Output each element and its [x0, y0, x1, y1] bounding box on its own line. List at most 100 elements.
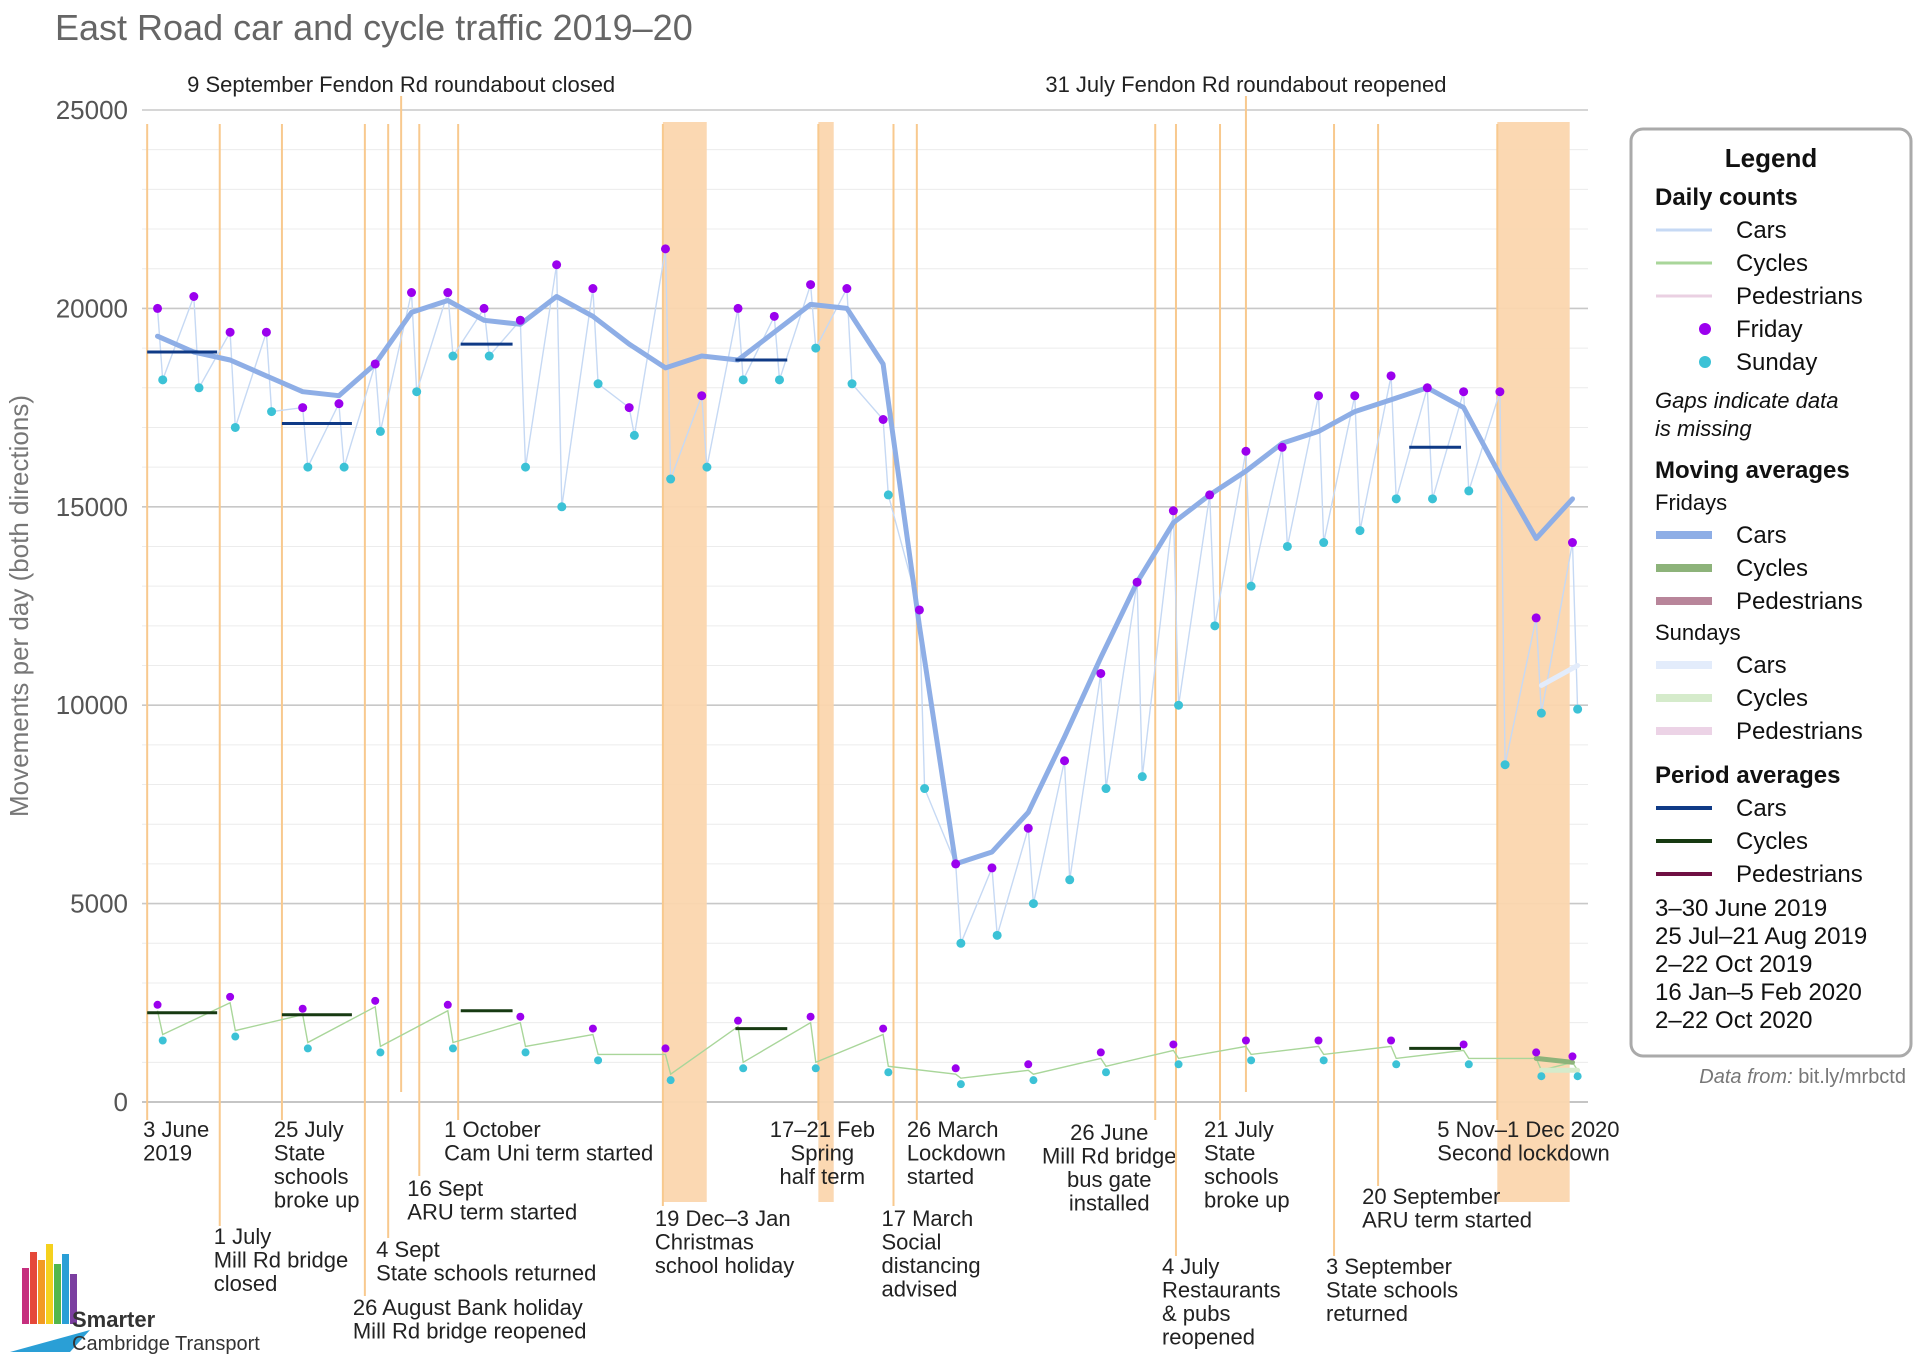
sunday-point — [1391, 494, 1401, 504]
friday-point — [443, 288, 453, 298]
friday-point — [479, 303, 489, 313]
legend-swatch-sunday — [1699, 356, 1711, 368]
legend-heading: Period averages — [1655, 762, 1840, 789]
logo-bar — [62, 1254, 69, 1324]
legend-period-range: 2–22 Oct 2019 — [1655, 951, 1812, 978]
top-annotation-label: 31 July Fendon Rd roundabout reopened — [1045, 72, 1446, 97]
friday-cycles-point — [1169, 1040, 1178, 1049]
friday-point — [153, 303, 163, 313]
friday-cycles-point — [734, 1016, 743, 1025]
y-axis: 0 5000 10000 15000 20000 25000 — [56, 95, 128, 1117]
sunday-point — [666, 474, 676, 484]
friday-point — [697, 391, 707, 401]
legend-label: Pedestrians — [1736, 718, 1863, 745]
sunday-cycles-point — [231, 1032, 240, 1041]
friday-point — [334, 399, 344, 409]
friday-cycles-point — [1096, 1048, 1105, 1057]
sunday-point — [593, 379, 603, 389]
y-tick-label: 20000 — [56, 293, 128, 323]
friday-cycles-point — [516, 1012, 525, 1021]
sunday-cycles-point — [811, 1064, 820, 1073]
logo-bar — [46, 1244, 53, 1324]
friday-cycles-point — [1532, 1048, 1541, 1057]
top-annotation-label: 9 September Fendon Rd roundabout closed — [187, 72, 615, 97]
friday-point — [1567, 538, 1577, 548]
sunday-point — [339, 462, 349, 472]
friday-point — [914, 605, 924, 615]
event-label: broke up — [274, 1188, 360, 1213]
friday-point — [261, 327, 271, 337]
friday-point — [298, 403, 308, 413]
legend-label: Pedestrians — [1736, 588, 1863, 615]
event-label: State schools returned — [376, 1261, 596, 1286]
event-label: State — [274, 1141, 325, 1166]
event-label: 3 September — [1326, 1254, 1452, 1279]
sunday-point — [847, 379, 857, 389]
friday-point — [225, 327, 235, 337]
sunday-point — [1282, 541, 1292, 551]
sunday-cars-average — [1538, 663, 1581, 688]
friday-point — [1205, 490, 1215, 500]
friday-point — [1495, 387, 1505, 397]
grid — [142, 109, 1588, 1103]
source-link[interactable]: bit.ly/mrbctd — [1798, 1066, 1906, 1088]
friday-point — [1459, 387, 1469, 397]
sunday-point — [194, 383, 204, 393]
event-label: 16 Sept — [407, 1176, 483, 1201]
sunday-cycles-point — [158, 1036, 167, 1045]
event-label: reopened — [1162, 1325, 1255, 1350]
event-label: State — [1204, 1141, 1255, 1166]
logo-bar — [22, 1268, 29, 1324]
friday-cycles-point — [1568, 1052, 1577, 1061]
friday-point — [842, 284, 852, 294]
legend-period-range: 2–22 Oct 2020 — [1655, 1007, 1812, 1034]
event-label: Christmas — [655, 1230, 754, 1255]
sunday-cycles-point — [303, 1044, 312, 1053]
legend-period-range: 3–30 June 2019 — [1655, 895, 1827, 922]
friday-cycles-point — [443, 1000, 452, 1009]
sunday-point — [230, 422, 240, 432]
sunday-point — [956, 938, 966, 948]
sunday-point — [303, 462, 313, 472]
sunday-point — [448, 351, 458, 361]
legend-swatch-friday — [1699, 323, 1711, 335]
friday-cycles-average — [1533, 1055, 1575, 1065]
friday-point — [1096, 668, 1106, 678]
legend-note: Gaps indicate data — [1655, 388, 1838, 413]
friday-cycles-point — [661, 1044, 670, 1053]
y-tick-label: 15000 — [56, 492, 128, 522]
event-label: 21 July — [1204, 1117, 1274, 1142]
sunday-cycles-point — [1573, 1072, 1582, 1081]
sunday-point — [883, 490, 893, 500]
legend-label: Cycles — [1736, 828, 1808, 855]
chart-title: East Road car and cycle traffic 2019–20 — [55, 7, 693, 48]
event-label: schools — [1204, 1164, 1279, 1189]
friday-cycles-point — [298, 1004, 307, 1013]
event-label: 26 March — [907, 1117, 999, 1142]
source-label: Data from: — [1699, 1066, 1798, 1088]
sunday-point — [1210, 621, 1220, 631]
legend-heading: Daily counts — [1655, 184, 1798, 211]
friday-point — [1531, 613, 1541, 623]
legend-label: Cycles — [1736, 685, 1808, 712]
sunday-point — [1428, 494, 1438, 504]
sunday-point — [521, 462, 531, 472]
sunday-point — [267, 407, 277, 417]
friday-cycles-point — [806, 1012, 815, 1021]
event-label: ARU term started — [1362, 1208, 1532, 1233]
shaded-period — [1497, 122, 1570, 1202]
legend-heading: Moving averages — [1655, 457, 1850, 484]
legend-label: Friday — [1736, 316, 1803, 343]
event-label: 1 July — [214, 1224, 271, 1249]
plot-marks — [147, 244, 1583, 1089]
event-label: Restaurants — [1162, 1278, 1281, 1303]
event-label: 1 October — [444, 1117, 541, 1142]
legend-sublabel: Fridays — [1655, 490, 1727, 515]
logo-bar — [54, 1264, 61, 1324]
sunday-cycles-point — [739, 1064, 748, 1073]
event-label: ARU term started — [407, 1200, 577, 1225]
friday-point — [660, 244, 670, 254]
friday-point — [1241, 446, 1251, 456]
